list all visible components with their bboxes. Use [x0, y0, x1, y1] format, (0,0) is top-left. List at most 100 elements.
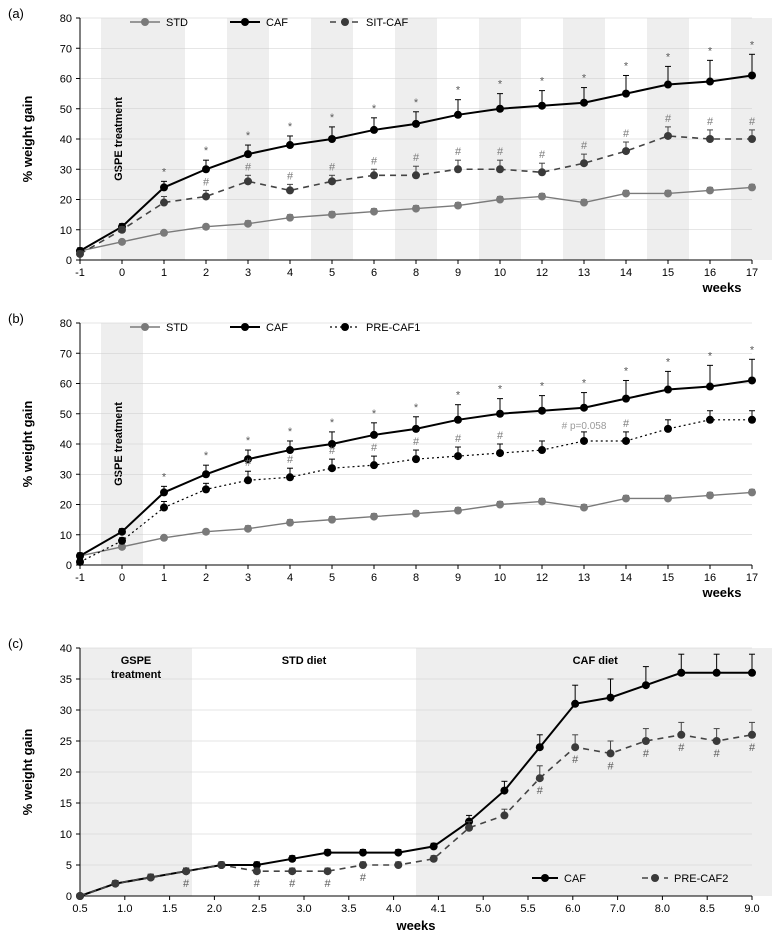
marker: [160, 199, 168, 207]
hash-anno: #: [371, 155, 378, 167]
x-tick: 1: [161, 267, 167, 279]
phase-label: CAF diet: [573, 655, 619, 667]
star-anno: *: [540, 381, 545, 393]
x-tick: 1.5: [162, 903, 177, 915]
marker: [496, 449, 504, 457]
star-anno: *: [414, 402, 419, 414]
chart-c: GSPEtreatmentSTD dietCAF diet05101520253…: [0, 630, 772, 940]
x-tick: 6: [371, 572, 377, 584]
marker: [571, 700, 579, 708]
x-tick: 4.1: [431, 903, 446, 915]
marker: [454, 111, 462, 119]
x-tick: 14: [620, 267, 632, 279]
hash-anno: #: [289, 878, 296, 890]
y-tick: 60: [60, 74, 72, 86]
panel-c: (c) GSPEtreatmentSTD dietCAF diet0510152…: [0, 630, 772, 940]
marker: [748, 135, 756, 143]
marker: [118, 528, 126, 536]
marker: [182, 867, 190, 875]
legend-label: STD: [166, 17, 188, 29]
hash-anno: #: [203, 176, 210, 188]
x-tick: 16: [704, 267, 716, 279]
hash-anno: #: [360, 872, 367, 884]
marker: [430, 855, 438, 863]
x-tick: 8.5: [700, 903, 715, 915]
y-tick: 5: [66, 860, 72, 872]
marker: [412, 510, 420, 518]
marker: [370, 461, 378, 469]
star-anno: *: [708, 350, 713, 362]
marker: [430, 842, 438, 850]
x-tick: 13: [578, 267, 590, 279]
marker: [328, 211, 336, 219]
marker: [664, 132, 672, 140]
marker: [713, 669, 721, 677]
marker: [454, 452, 462, 460]
chart-a: GSPE treatment01020304050607080% weight …: [0, 0, 772, 300]
hash-anno: #: [413, 152, 420, 164]
marker: [664, 189, 672, 197]
phase-label: GSPE: [121, 655, 152, 667]
marker: [202, 223, 210, 231]
marker: [328, 177, 336, 185]
legend-label: CAF: [564, 873, 586, 885]
x-tick: 3: [245, 267, 251, 279]
hash-anno: #: [623, 418, 630, 430]
y-tick: 25: [60, 736, 72, 748]
marker: [160, 534, 168, 542]
x-tick: 9.0: [744, 903, 759, 915]
x-tick: 5: [329, 267, 335, 279]
marker: [118, 226, 126, 234]
marker: [412, 425, 420, 433]
x-tick: 1.0: [117, 903, 132, 915]
hash-anno: #: [287, 454, 294, 466]
y-tick: 10: [60, 225, 72, 237]
hash-anno: #: [245, 161, 252, 173]
star-anno: *: [204, 145, 209, 157]
marker: [748, 376, 756, 384]
marker: [580, 159, 588, 167]
y-tick: 50: [60, 104, 72, 116]
hash-anno: #: [497, 146, 504, 158]
figure: (a) GSPE treatment01020304050607080% wei…: [0, 0, 772, 951]
x-tick: 8: [413, 572, 419, 584]
marker: [748, 71, 756, 79]
marker: [370, 513, 378, 521]
hash-anno: #: [325, 878, 332, 890]
star-anno: *: [162, 471, 167, 483]
marker: [642, 737, 650, 745]
y-tick: 20: [60, 195, 72, 207]
star-anno: *: [750, 39, 755, 51]
marker: [288, 855, 296, 863]
star-anno: *: [330, 417, 335, 429]
x-tick: 9: [455, 267, 461, 279]
legend-label: CAF: [266, 322, 288, 334]
marker: [370, 171, 378, 179]
y-tick: 15: [60, 798, 72, 810]
marker: [76, 250, 84, 258]
phase-label: STD diet: [282, 655, 327, 667]
marker: [286, 141, 294, 149]
marker: [622, 494, 630, 502]
panel-b-label: (b): [8, 311, 24, 326]
x-tick: 14: [620, 572, 632, 584]
marker: [607, 694, 615, 702]
y-tick: 0: [66, 255, 72, 267]
x-tick: 5.0: [476, 903, 491, 915]
star-anno: *: [708, 45, 713, 57]
hash-anno: #: [497, 430, 504, 442]
star-anno: *: [456, 85, 461, 97]
marker: [286, 214, 294, 222]
marker: [580, 199, 588, 207]
x-tick: 13: [578, 572, 590, 584]
marker: [324, 849, 332, 857]
y-tick: 20: [60, 767, 72, 779]
star-anno: *: [372, 103, 377, 115]
marker: [328, 516, 336, 524]
p-note: # p=0.058: [562, 421, 607, 432]
star-anno: *: [330, 112, 335, 124]
legend-label: SIT-CAF: [366, 17, 408, 29]
hash-anno: #: [714, 748, 721, 760]
marker: [500, 811, 508, 819]
x-tick: 4: [287, 572, 293, 584]
